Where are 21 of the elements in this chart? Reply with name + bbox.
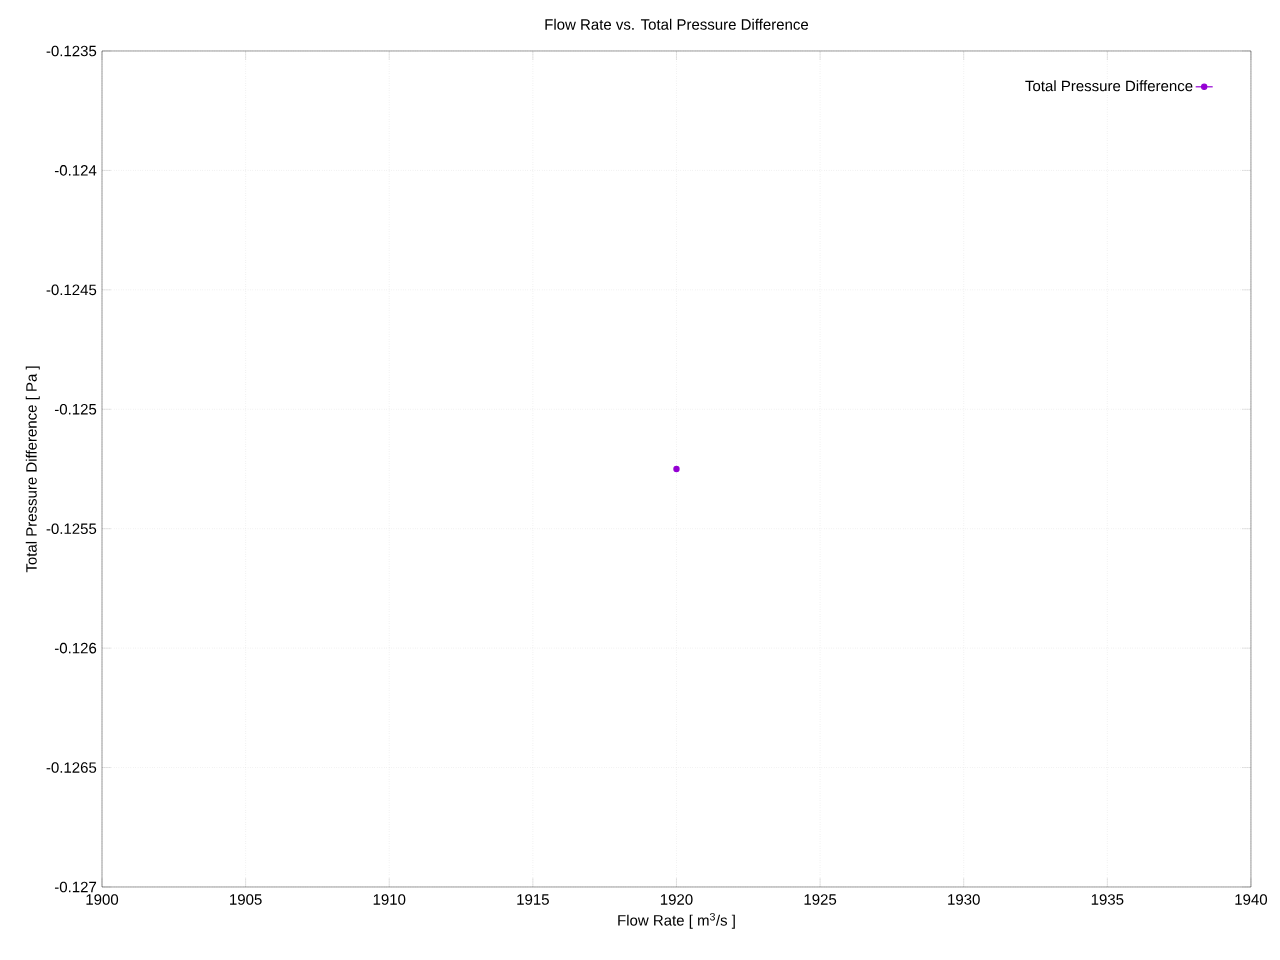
y-tick-label: -0.124 — [54, 165, 97, 176]
x-tick-label: 1940 — [1235, 894, 1268, 905]
x-tick-label: 1920 — [660, 894, 693, 905]
y-tick-label: -0.127 — [54, 881, 97, 893]
legend-label: Total Pressure Difference — [1025, 80, 1193, 92]
y-tick-label: -0.1265 — [46, 762, 97, 773]
y-tick-label: -0.1235 — [46, 45, 97, 57]
x-tick-label: 1900 — [86, 894, 119, 905]
x-tick-label: 1935 — [1091, 894, 1124, 905]
y-tick-label: -0.125 — [54, 403, 97, 415]
y-tick-label: -0.1255 — [46, 523, 97, 534]
y-axis-title: Total Pressure Difference [ Pa ] — [25, 366, 40, 573]
y-tick-label: -0.1245 — [46, 284, 97, 296]
y-tick-label: -0.126 — [54, 642, 97, 654]
x-tick-label: 1930 — [948, 894, 980, 905]
x-tick-label: 1915 — [517, 894, 549, 905]
x-tick-label: 1905 — [230, 894, 262, 905]
x-tick-label: 1925 — [804, 894, 837, 905]
x-tick-label: 1910 — [373, 894, 406, 905]
chart-title: Flow Rate vs. Total Pressure Difference — [545, 18, 809, 30]
x-axis-title: Flow Rate [ m$^{3}$/s ] — [618, 913, 735, 929]
